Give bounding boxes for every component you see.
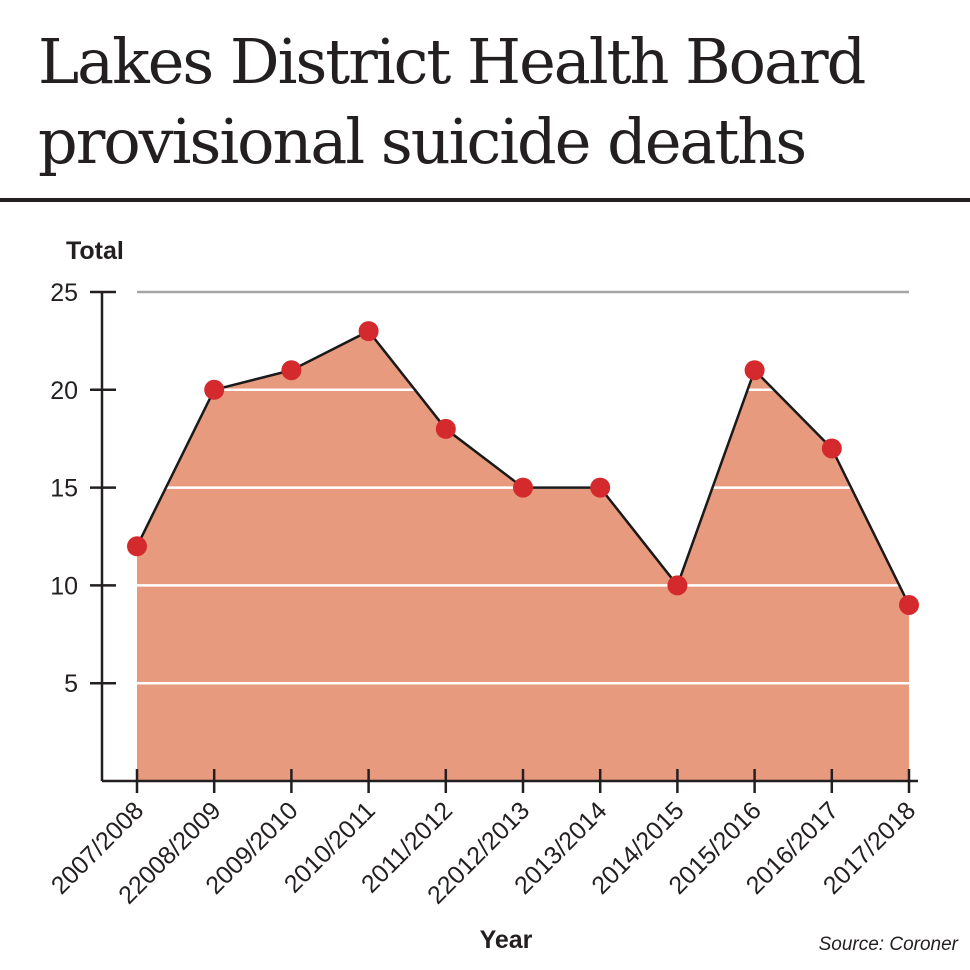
data-point [744,360,765,381]
data-point [127,536,147,557]
title-divider [0,198,970,202]
y-tick-label: 20 [50,377,78,405]
y-tick-label: 5 [64,670,78,698]
source-note: Source: Coroner [819,934,959,955]
y-tick-label: 15 [50,475,78,503]
y-tick-label: 25 [50,279,78,307]
data-point [899,594,919,615]
data-point [358,321,379,342]
data-point [204,379,225,400]
data-point [590,477,611,498]
area-fill [137,331,909,781]
data-point [281,360,302,381]
y-axis-title: Total [66,237,124,265]
data-point [435,418,456,439]
chart-title: Lakes District Health Board provisional … [38,25,866,178]
x-axis-title: Year [480,926,533,954]
y-tick-label: 10 [50,572,78,600]
data-point [667,575,688,596]
data-point [821,438,842,459]
data-point [513,477,533,498]
